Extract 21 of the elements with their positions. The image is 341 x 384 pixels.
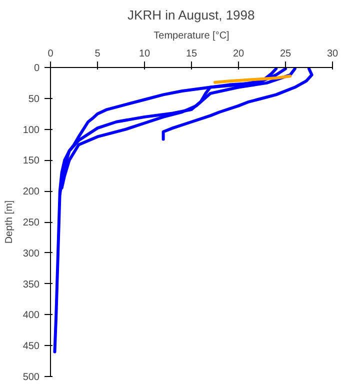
y-tick-label: 50 [28,94,40,105]
y-tick-label: 100 [22,124,40,136]
y-tick-label: 200 [22,186,40,198]
x-tick-label: 0 [48,48,54,60]
x-tick-label: 5 [94,48,101,60]
y-axis-title: Depth [m] [4,200,15,244]
x-tick-label: 25 [280,48,292,60]
chart-title: JKRH in August, 1998 [128,8,255,22]
y-tick-label: 400 [22,310,40,322]
y-tick-label: 250 [22,218,40,228]
y-tick-label: 150 [22,156,40,167]
y-tick-label: 300 [22,248,40,260]
x-axis-title: Temperature [°C] [154,30,230,42]
y-tick-label: 450 [22,341,40,352]
x-tick-label: 15 [186,48,198,60]
x-tick-label: 10 [138,48,150,60]
y-tick-label: 350 [22,279,40,290]
x-tick-label: 30 [326,48,338,60]
y-tick-label: 0 [34,63,40,74]
x-tick-label: 20 [232,48,244,60]
y-tick-label: 500 [22,372,40,383]
